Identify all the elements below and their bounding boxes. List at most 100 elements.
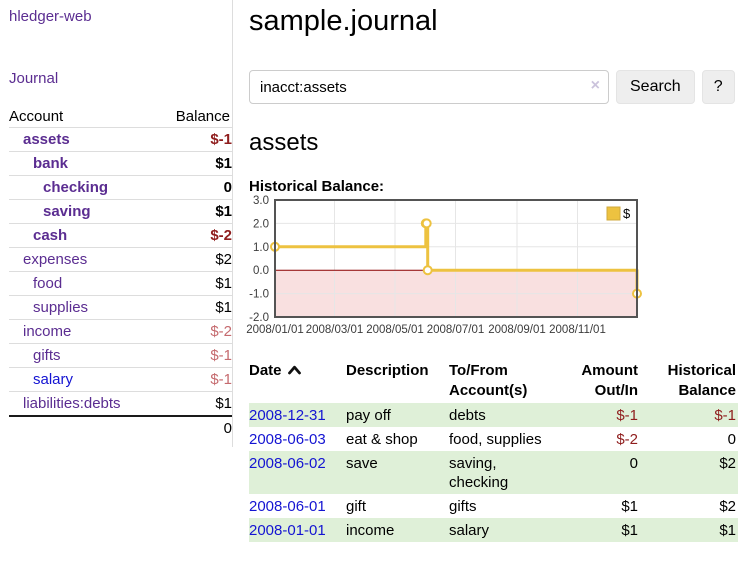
- svg-text:1.0: 1.0: [253, 242, 269, 254]
- svg-text:2008/09/01: 2008/09/01: [488, 324, 546, 336]
- transaction-date-cell: 2008-01-01: [249, 518, 346, 542]
- svg-text:2008/01/01: 2008/01/01: [246, 324, 304, 336]
- account-name-cell: liabilities:debts: [9, 391, 158, 417]
- account-name-cell: salary: [9, 367, 158, 392]
- transaction-amount: $1: [621, 498, 638, 515]
- transaction-accounts: salary: [449, 522, 490, 539]
- accounts-total-row: 0: [9, 415, 232, 440]
- account-link-saving[interactable]: saving: [43, 203, 91, 220]
- clear-search-icon[interactable]: ×: [590, 77, 600, 94]
- transaction-accounts: debts: [449, 407, 486, 424]
- accounts-col-account: Account: [9, 106, 158, 128]
- sidebar: hledger-web Journal Account Balance asse…: [0, 0, 233, 447]
- transaction-date-cell: 2008-06-01: [249, 494, 346, 518]
- account-row: income $-2: [9, 319, 232, 344]
- register-row: 2008-06-01 gift gifts $1 $2: [249, 494, 738, 518]
- search-input-wrap: ×: [249, 70, 609, 104]
- transaction-accounts: saving, checking: [449, 455, 509, 491]
- account-link-bank[interactable]: bank: [33, 155, 69, 172]
- account-name-cell: food: [9, 271, 158, 296]
- svg-text:-2.0: -2.0: [249, 312, 269, 324]
- account-row: checking 0: [9, 175, 232, 200]
- account-balance: $-1: [157, 343, 232, 368]
- account-link-gifts[interactable]: gifts: [33, 347, 61, 364]
- search-button[interactable]: Search: [616, 70, 695, 104]
- transaction-amount: $-2: [616, 431, 638, 448]
- svg-text:0.0: 0.0: [253, 265, 269, 277]
- svg-text:-1.0: -1.0: [249, 289, 269, 301]
- account-row: gifts $-1: [9, 343, 232, 368]
- date-link-2008-12-31[interactable]: 2008-12-31: [249, 407, 326, 424]
- account-row: assets $-1: [9, 127, 232, 152]
- transaction-balance: $2: [719, 455, 736, 472]
- search-bar: × Search ?: [249, 70, 742, 104]
- svg-text:2.0: 2.0: [253, 218, 269, 230]
- register-col-accounts: To/From Account(s): [449, 362, 528, 399]
- account-link-expenses[interactable]: expenses: [23, 251, 88, 268]
- transaction-description: save: [346, 455, 378, 472]
- account-row: supplies $1: [9, 295, 232, 320]
- account-balance: $1: [157, 271, 232, 296]
- transaction-date-cell: 2008-06-03: [249, 427, 346, 451]
- page-title: sample.journal: [249, 5, 438, 37]
- transaction-date-cell: 2008-12-31: [249, 403, 346, 427]
- accounts-total-value: 0: [157, 415, 232, 440]
- account-row: salary $-1: [9, 367, 232, 392]
- account-link-cash[interactable]: cash: [33, 227, 68, 244]
- account-link-supplies[interactable]: supplies: [33, 299, 89, 316]
- account-link-liabilities-debts[interactable]: liabilities:debts: [23, 395, 121, 412]
- account-balance: $-2: [157, 223, 232, 248]
- accounts-total-spacer: [9, 415, 158, 440]
- svg-text:2008/03/01: 2008/03/01: [306, 324, 364, 336]
- transaction-accounts: gifts: [449, 498, 477, 515]
- transaction-balance: 0: [727, 431, 736, 448]
- page: hledger-web Journal Account Balance asse…: [0, 0, 742, 542]
- date-link-2008-06-03[interactable]: 2008-06-03: [249, 431, 326, 448]
- account-balance: 0: [157, 175, 232, 200]
- account-link-food[interactable]: food: [33, 275, 63, 292]
- transaction-balance: $1: [719, 522, 736, 539]
- transaction-date-cell: 2008-06-02: [249, 451, 346, 494]
- sort-ascending-icon: [287, 365, 301, 375]
- account-link-salary[interactable]: salary: [33, 371, 74, 388]
- date-link-2008-01-01[interactable]: 2008-01-01: [249, 522, 326, 539]
- account-name-cell: expenses: [9, 247, 158, 272]
- transaction-amount: 0: [629, 455, 638, 472]
- account-row: liabilities:debts $1: [9, 391, 232, 417]
- account-name-cell: bank: [9, 151, 158, 176]
- accounts-table: Account Balance assets $-1 bank $1 checking 0…: [9, 106, 232, 440]
- account-link-checking[interactable]: checking: [43, 179, 109, 196]
- account-name-cell: cash: [9, 223, 158, 248]
- transaction-amount: $-1: [616, 407, 638, 424]
- chart-title: Historical Balance:: [249, 178, 385, 195]
- app-brand-link[interactable]: hledger-web: [9, 8, 92, 25]
- account-link-assets[interactable]: assets: [23, 131, 70, 148]
- transaction-description: eat & shop: [346, 431, 418, 448]
- account-balance: $2: [157, 247, 232, 272]
- account-name-cell: gifts: [9, 343, 158, 368]
- register-row: 2008-06-02 save saving, checking 0 $2: [249, 451, 738, 494]
- account-link-income[interactable]: income: [23, 323, 72, 340]
- transaction-accounts: food, supplies: [449, 431, 542, 448]
- account-row: food $1: [9, 271, 232, 296]
- account-balance: $-2: [157, 319, 232, 344]
- sidebar-item-journal[interactable]: Journal: [9, 70, 59, 87]
- main-content: sample.journal × Search ? assets Histori…: [233, 0, 742, 542]
- register-col-date[interactable]: Date: [249, 359, 346, 403]
- register-row: 2008-06-03 eat & shop food, supplies $-2 0: [249, 427, 738, 451]
- account-name-cell: assets: [9, 127, 158, 152]
- date-link-2008-06-01[interactable]: 2008-06-01: [249, 498, 326, 515]
- transaction-description: pay off: [346, 407, 391, 424]
- search-input[interactable]: [249, 70, 609, 104]
- register-header-row: Date Description To/From Account(s) Amou…: [249, 359, 738, 403]
- help-button[interactable]: ?: [701, 70, 735, 104]
- svg-text:2008/05/01: 2008/05/01: [366, 324, 424, 336]
- register-col-balance: Historical Balance: [667, 362, 736, 399]
- date-link-2008-06-02[interactable]: 2008-06-02: [249, 455, 326, 472]
- register-col-amount: Amount Out/In: [581, 362, 638, 399]
- svg-text:3.0: 3.0: [253, 195, 269, 207]
- register-row: 2008-12-31 pay off debts $-1 $-1: [249, 403, 738, 427]
- register-col-description: Description: [346, 362, 429, 379]
- account-balance: $1: [157, 199, 232, 224]
